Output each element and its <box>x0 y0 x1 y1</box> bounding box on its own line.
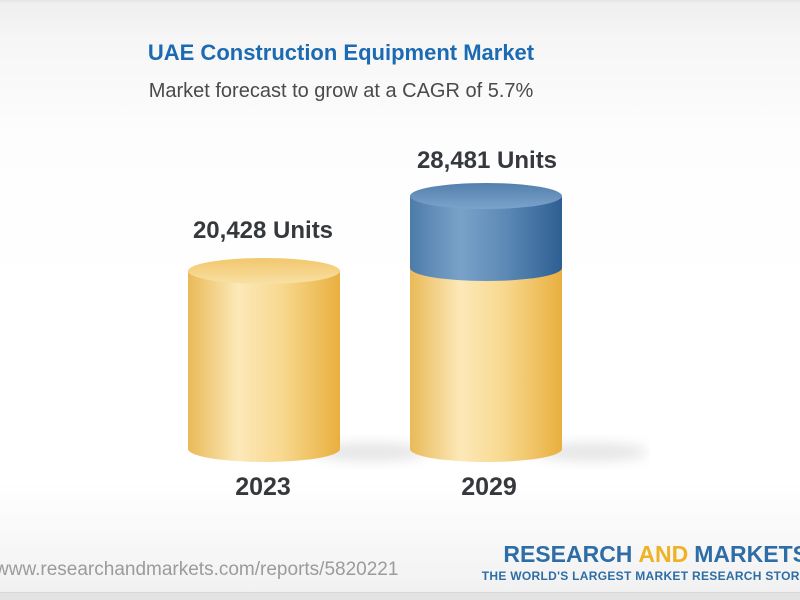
value-label-2023: 20,428 Units <box>192 217 334 244</box>
bar-2023-body <box>188 271 340 462</box>
bar-2029-cap <box>410 183 562 209</box>
bar-2029-shadow <box>536 443 648 461</box>
top-border-line <box>0 0 800 2</box>
value-label-2029: 28,481 Units <box>416 147 558 174</box>
logo-word-markets: MARKETS <box>694 541 800 567</box>
page-subtitle: Market forecast to grow at a CAGR of 5.7… <box>148 80 534 102</box>
bar-2029-yellow-segment <box>410 268 562 462</box>
logo-tagline: THE WORLD'S LARGEST MARKET RESEARCH STOR… <box>481 569 800 583</box>
bar-2023-cap <box>188 258 340 284</box>
bar-2029-blue-segment <box>410 196 562 281</box>
bar-2023-cylinder <box>188 258 426 462</box>
research-and-markets-logo: RESEARCH AND MARKETS THE WORLD'S LARGEST M… <box>482 542 800 583</box>
logo-word-and: AND <box>638 541 689 567</box>
bar-2029-cylinder <box>410 183 648 462</box>
page-title: UAE Construction Equipment Market <box>147 40 535 65</box>
bar-2023-shadow <box>314 443 426 461</box>
bottom-border-band <box>0 592 800 600</box>
report-url: www.researchandmarkets.com/reports/58202… <box>0 559 399 580</box>
logo-word-research: RESEARCH <box>503 541 633 567</box>
x-label-2023: 2023 <box>235 473 291 501</box>
logo-wordmark: RESEARCH AND MARKETS <box>482 542 800 566</box>
x-label-2029: 2029 <box>461 473 517 501</box>
